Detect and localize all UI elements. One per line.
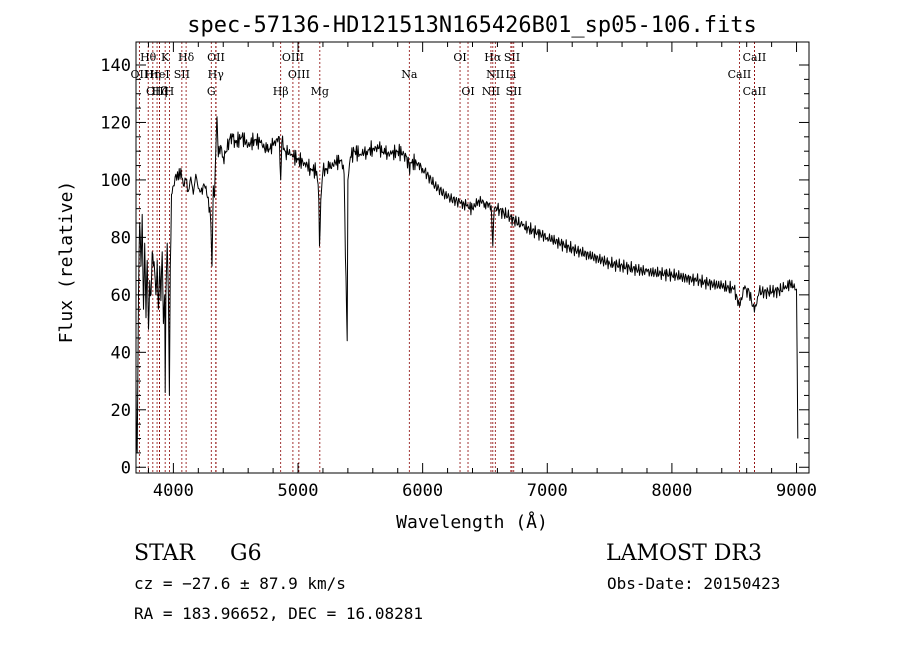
line-label-21: H bbox=[165, 85, 175, 98]
line-label-24: Mg bbox=[311, 85, 329, 98]
class-label: STAR bbox=[134, 541, 195, 566]
y-tick-label-0: 0 bbox=[121, 458, 131, 478]
line-label-26: NII bbox=[482, 85, 500, 98]
line-label-15: Na bbox=[401, 68, 418, 81]
x-axis: 4000 5000 6000 7000 8000 9000 bbox=[147, 42, 817, 501]
y-tick-label-2: 40 bbox=[111, 343, 131, 363]
line-label-14: OIII bbox=[288, 68, 310, 81]
y-tick-label-7: 140 bbox=[100, 56, 131, 76]
x-tick-label-0: 4000 bbox=[153, 481, 194, 501]
y-tick-label-4: 80 bbox=[111, 228, 131, 248]
x-tick-label-4: 8000 bbox=[651, 481, 692, 501]
line-label-6: Hα bbox=[484, 51, 502, 64]
line-label-2: Hδ bbox=[178, 51, 195, 64]
line-label-1: K bbox=[161, 51, 170, 64]
redshift-readout: cz = −27.6 ± 87.9 km/s bbox=[134, 574, 346, 593]
line-label-25: OI bbox=[461, 85, 474, 98]
line-label-13: Hγ bbox=[208, 68, 225, 81]
line-label-19: OIII bbox=[146, 85, 168, 98]
spectrum-line bbox=[135, 116, 799, 454]
line-label-5: OI bbox=[453, 51, 466, 64]
plot-frame bbox=[135, 41, 810, 474]
line-label-9: OII bbox=[131, 68, 149, 81]
line-label-7: SII bbox=[504, 51, 520, 64]
survey-label: LAMOST DR3 bbox=[606, 541, 762, 566]
y-tick-label-1: 20 bbox=[111, 401, 131, 421]
x-tick-label-3: 7000 bbox=[527, 481, 568, 501]
object-class: STAR G6 bbox=[134, 541, 262, 566]
obs-date: Obs-Date: 20150423 bbox=[607, 574, 781, 593]
y-tick-label-3: 60 bbox=[111, 286, 131, 306]
line-label-20: Hζ bbox=[152, 85, 168, 98]
line-label-18: CaII bbox=[728, 68, 752, 81]
line-label-27: SII bbox=[506, 85, 522, 98]
line-label-16: NII bbox=[486, 68, 504, 81]
x-tick-label-5: 9000 bbox=[776, 481, 817, 501]
line-label-28: CaII bbox=[743, 85, 767, 98]
y-tick-label-5: 100 bbox=[100, 171, 131, 191]
y-axis-label: Flux (relative) bbox=[56, 181, 77, 344]
chart-title: spec-57136-HD121513N165426B01_sp05-106.f… bbox=[187, 13, 757, 38]
x-axis-label: Wavelength (Å) bbox=[396, 511, 548, 533]
line-label-8: CaII bbox=[743, 51, 767, 64]
subclass-label: G6 bbox=[230, 541, 262, 566]
line-label-17: Li bbox=[505, 68, 516, 81]
line-label-12: SII bbox=[174, 68, 190, 81]
x-tick-label-2: 6000 bbox=[402, 481, 443, 501]
line-label-23: Hβ bbox=[273, 85, 289, 98]
y-axis: 0 20 40 60 80 100 120 140 bbox=[100, 56, 809, 478]
line-label-4: OIII bbox=[282, 51, 304, 64]
x-tick-label-1: 5000 bbox=[278, 481, 319, 501]
coordinates-readout: RA = 183.96652, DEC = 16.08281 bbox=[134, 604, 423, 623]
line-label-22: G bbox=[207, 85, 216, 98]
spectrum-series bbox=[135, 116, 799, 454]
y-tick-label-6: 120 bbox=[100, 113, 131, 133]
line-label-0: Hθ bbox=[140, 51, 157, 64]
